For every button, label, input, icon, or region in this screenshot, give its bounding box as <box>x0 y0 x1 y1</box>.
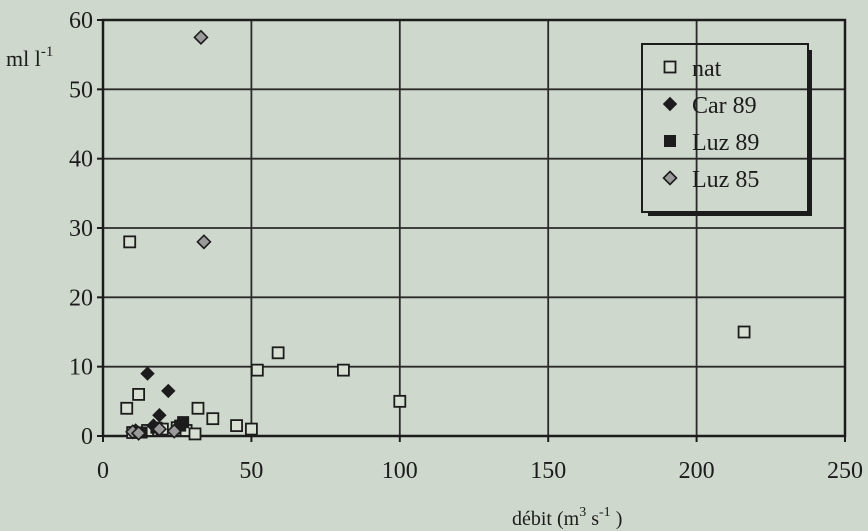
data-point <box>191 401 205 415</box>
data-point <box>196 234 212 250</box>
legend-label: Luz 85 <box>692 167 759 193</box>
legend-shadow-right <box>808 50 812 216</box>
x-tick-label: 250 <box>827 458 863 484</box>
data-point <box>177 416 190 429</box>
x-tick-label: 0 <box>97 458 109 484</box>
legend-marker <box>663 60 677 74</box>
legend-marker <box>662 170 678 186</box>
legend-label: Car 89 <box>692 93 757 119</box>
gridlines <box>103 20 845 436</box>
data-point <box>132 387 146 401</box>
y-tick-label: 0 <box>81 424 93 450</box>
data-point <box>120 401 134 415</box>
y-tick-label: 40 <box>69 147 93 173</box>
x-tick-label: 50 <box>239 458 263 484</box>
data-point <box>206 412 220 426</box>
data-point <box>123 235 137 249</box>
data-point <box>337 363 350 377</box>
data-point <box>130 425 147 441</box>
data-point <box>230 419 243 433</box>
legend-label: Luz 89 <box>692 130 759 156</box>
series-nat <box>120 235 751 441</box>
y-tick-label: 50 <box>69 77 93 103</box>
x-tick-label: 150 <box>530 458 566 484</box>
x-tick-label: 200 <box>679 458 715 484</box>
x-axis-label: débit (m3 s-1 ) <box>512 505 622 530</box>
data-point <box>151 421 168 437</box>
data-point <box>152 407 167 423</box>
x-tick-label: 100 <box>382 458 418 484</box>
data-point <box>166 423 182 439</box>
data-point <box>161 383 176 399</box>
data-point <box>271 346 285 360</box>
data-point <box>244 422 258 436</box>
data-point <box>193 29 209 45</box>
y-tick-label: 10 <box>69 355 93 381</box>
y-axis-label: ml l-1 <box>6 44 53 71</box>
data-point <box>737 325 751 339</box>
data-point <box>393 394 407 408</box>
legend: nat Car 89 Luz 89 Luz 85 <box>641 43 812 216</box>
legend-label: nat <box>692 56 722 82</box>
series-luz-85 <box>125 29 212 441</box>
y-tick-label: 60 <box>69 8 93 34</box>
y-tick-label: 20 <box>69 285 93 311</box>
data-point <box>250 363 264 377</box>
legend-shadow-bottom <box>648 212 811 216</box>
y-tick-label: 30 <box>69 216 93 242</box>
data-point <box>188 427 202 441</box>
legend-marker <box>664 135 676 147</box>
data-points <box>120 29 751 441</box>
data-point <box>140 366 155 381</box>
legend-marker <box>662 96 678 112</box>
axes: 0 50 100 150 200 250 0 10 20 30 40 50 60 <box>69 8 863 484</box>
